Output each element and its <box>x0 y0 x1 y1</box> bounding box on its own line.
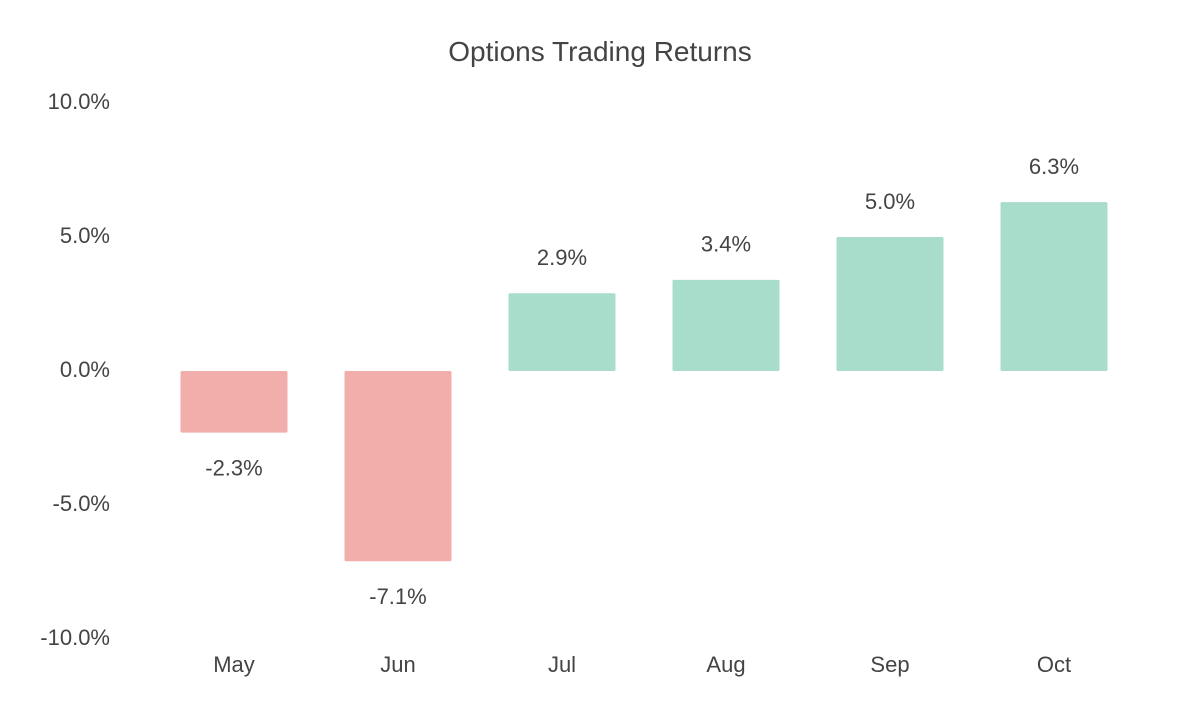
x-tick-label: Jun <box>380 652 415 677</box>
x-tick-label: May <box>213 652 255 677</box>
data-label: 5.0% <box>865 189 915 214</box>
data-label: -2.3% <box>205 455 262 480</box>
y-axis-ticks: 10.0% 5.0% 0.0% -5.0% -10.0% <box>40 89 110 650</box>
y-tick-label: 0.0% <box>60 357 110 382</box>
x-tick-label: Oct <box>1037 652 1071 677</box>
data-label: 6.3% <box>1029 154 1079 179</box>
data-label: 3.4% <box>701 232 751 257</box>
bar <box>344 371 452 562</box>
data-label: -7.1% <box>369 584 426 609</box>
x-tick-label: Sep <box>870 652 909 677</box>
bar <box>508 293 616 371</box>
y-tick-label: 10.0% <box>48 89 110 114</box>
bar <box>836 237 944 371</box>
chart-title: Options Trading Returns <box>448 36 752 67</box>
bars-group <box>180 202 1108 562</box>
y-tick-label: 5.0% <box>60 223 110 248</box>
x-axis-ticks: May Jun Jul Aug Sep Oct <box>213 652 1071 677</box>
y-tick-label: -10.0% <box>40 625 110 650</box>
y-tick-label: -5.0% <box>53 491 110 516</box>
bar <box>180 371 288 433</box>
x-tick-label: Jul <box>548 652 576 677</box>
bar <box>672 279 780 371</box>
x-tick-label: Aug <box>706 652 745 677</box>
data-label: 2.9% <box>537 245 587 270</box>
bar <box>1000 202 1108 371</box>
data-labels-group: -2.3% -7.1% 2.9% 3.4% 5.0% 6.3% <box>205 154 1079 609</box>
